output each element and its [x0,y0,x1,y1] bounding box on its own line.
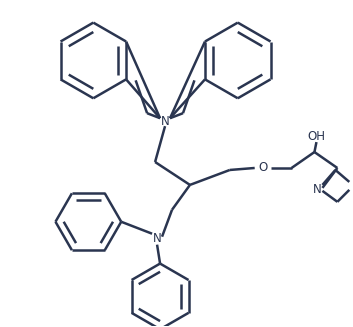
Text: N: N [313,183,322,197]
Text: O: O [258,162,267,175]
Text: OH: OH [307,129,325,143]
Text: N: N [153,232,161,245]
Text: N: N [161,115,169,128]
